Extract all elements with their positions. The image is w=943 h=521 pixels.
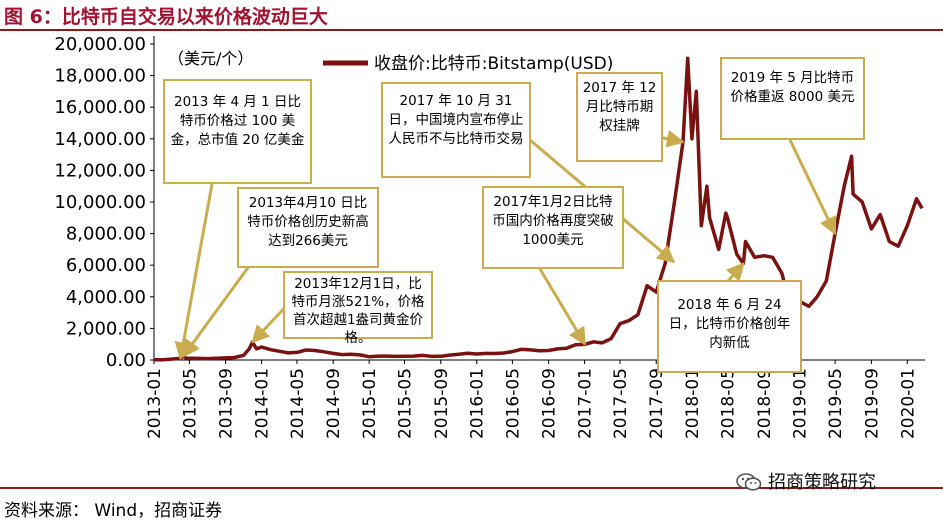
annotation-2017-12: 2017 年 12 月比特币期权挂牌 (576, 72, 663, 162)
x-tick-label: 2018-05 (719, 368, 739, 439)
x-tick-label: 2019-01 (791, 368, 811, 439)
x-tick-label: 2015-09 (432, 368, 452, 439)
legend-label: 收盘价:比特币:Bitstamp(USD) (374, 54, 613, 74)
annotation-2019-05: 2019 年 5 月比特币价格重返 8000 美元 (720, 57, 865, 140)
annotation-2017-01-02: 2017年1月2日比特币国内价格再度突破1000美元 (482, 186, 624, 269)
annotation-2017-10-31: 2017 年 10 月 31 日，中国境内宣布停止人民币不与比特币交易 (381, 82, 531, 178)
annotation-arrow (538, 268, 587, 346)
annotation-arrow (788, 139, 837, 236)
x-tick-label: 2017-09 (647, 368, 667, 439)
x-tick-label: 2015-05 (396, 368, 416, 439)
figure-title: 图 6：比特币自交易以来价格波动巨大 (4, 6, 328, 28)
x-tick-label: 2014-01 (253, 368, 273, 439)
brand-watermark: 招商策略研究 (736, 468, 876, 494)
top-divider (0, 29, 943, 31)
annotation-2013-04-01: 2013 年 4 月 1 日比特币价格过 100 美金，总市值 20 亿美金 (163, 79, 312, 184)
y-tick-label: 6,000.00 (66, 255, 146, 276)
y-tick-label: 14,000.00 (54, 129, 146, 150)
x-tick-label: 2016-09 (540, 368, 560, 439)
x-tick-label: 2014-05 (288, 368, 308, 439)
y-tick-label: 20,000.00 (54, 34, 146, 55)
x-tick-label: 2018-09 (755, 368, 775, 439)
y-tick-label: 0.00 (106, 350, 146, 371)
x-tick-label: 2017-01 (576, 368, 596, 439)
y-tick-label: 16,000.00 (54, 97, 146, 118)
x-tick-label: 2016-05 (503, 368, 523, 439)
y-tick-label: 12,000.00 (54, 160, 146, 181)
x-tick-label: 2017-05 (611, 368, 631, 439)
y-tick-label: 10,000.00 (54, 192, 146, 213)
annotation-arrow (181, 253, 260, 358)
x-tick-label: 2016-01 (468, 368, 488, 439)
x-tick-label: 2013-09 (217, 368, 237, 439)
y-tick-label: 2,000.00 (66, 318, 146, 339)
y-tick-label: 4,000.00 (66, 287, 146, 308)
annotation-2013-04-10: 2013年4月10 日比特币价格创历史新高达到266美元 (237, 187, 379, 268)
x-tick-label: 2013-05 (180, 368, 200, 439)
annotation-2013-12-01: 2013年12月1日，比特币月涨521%，价格首次超越1盎司黄金价格。 (283, 271, 433, 346)
brand-text: 招商策略研究 (768, 472, 876, 493)
y-tick-label: 18,000.00 (54, 66, 146, 87)
x-tick-label: 2018-01 (683, 368, 703, 439)
unit-label: （美元/个） (168, 49, 253, 68)
source-note: 资料来源： Wind，招商证券 (4, 501, 223, 521)
bottom-divider (0, 487, 943, 489)
y-tick-label: 8,000.00 (66, 224, 146, 245)
x-tick-label: 2019-05 (826, 368, 846, 439)
annotation-2018-06-24: 2018 年 6 月 24 日，比特币价格创年内新低 (657, 280, 802, 373)
wechat-icon (736, 473, 762, 491)
x-tick-label: 2019-09 (862, 368, 882, 439)
x-tick-label: 2013-01 (145, 368, 165, 439)
x-tick-label: 2014-09 (324, 368, 344, 439)
x-tick-label: 2020-01 (898, 368, 918, 439)
x-tick-label: 2015-01 (360, 368, 380, 439)
annotation-arrow (174, 183, 214, 361)
